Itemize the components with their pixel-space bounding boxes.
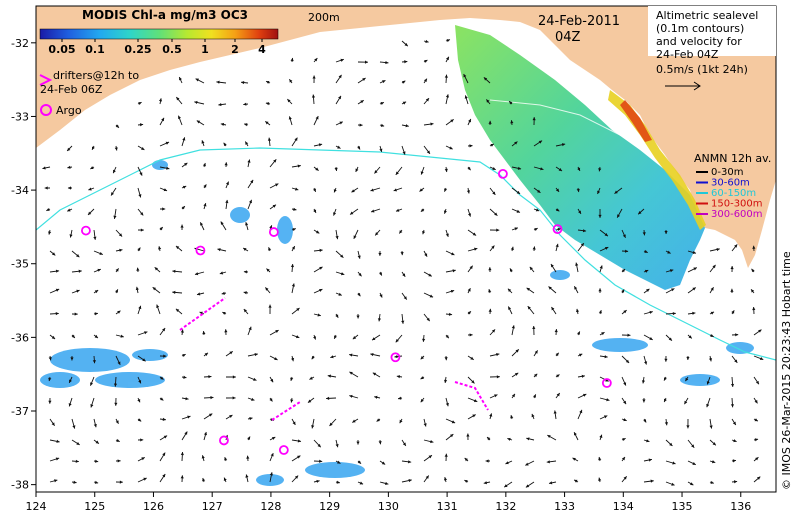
argo-floats: [81, 168, 612, 455]
x-tick-label: 131: [437, 500, 458, 513]
altimetry-line4: 24-Feb 04Z: [656, 48, 719, 61]
time-label: 04Z: [555, 30, 581, 45]
drifters-label-line2: 24-Feb 06Z: [40, 83, 103, 96]
anmn-title: ANMN 12h av.: [694, 152, 771, 165]
x-tick-label: 125: [84, 500, 105, 513]
x-tick-label: 135: [672, 500, 693, 513]
colorbar-ramp: [39, 28, 279, 40]
y-axis: -32 -33 -34 -35 -36 -37 -38: [11, 37, 36, 492]
scale-arrow-icon: [665, 81, 701, 91]
argo-float-marker: [601, 378, 612, 388]
drifter-track: [179, 297, 226, 331]
colorbar-tick-label: 2: [231, 43, 239, 56]
argo-marker-icon: [40, 104, 52, 116]
argo-float-marker: [81, 225, 91, 236]
anmn-depth-label: 0-30m: [711, 167, 743, 178]
chlorophyll-shelf: [455, 25, 705, 290]
x-tick-label: 136: [730, 500, 751, 513]
argo-float-marker: [219, 435, 229, 446]
y-tick-label: -33: [11, 110, 29, 123]
colorbar: MODIS Chl-a mg/m3 OC3 0.05 0.1 0.25 0.5 1 2 4: [39, 8, 279, 56]
argo-float-marker: [390, 352, 401, 363]
argo-float-marker: [498, 168, 508, 179]
x-tick-label: 134: [613, 500, 634, 513]
x-tick-label: 129: [319, 500, 340, 513]
x-tick-label: 130: [378, 500, 399, 513]
chlorophyll-coastal-high: [608, 90, 706, 230]
y-tick-label: -35: [11, 258, 29, 271]
credit-text: © IMOS 26-Mar-2015 20:23:43 Hobart time: [780, 251, 793, 490]
sealevel-contour: [489, 99, 631, 141]
x-tick-label: 127: [202, 500, 223, 513]
drifters-legend: drifters@12h to 24-Feb 06Z Argo: [39, 69, 139, 117]
anmn-depth-label: 60-150m: [711, 188, 756, 199]
argo-float-marker: [268, 227, 279, 237]
y-tick-label: -37: [11, 405, 29, 418]
argo-float-marker: [552, 224, 563, 235]
colorbar-tick-label: 4: [258, 43, 266, 56]
contour-depth-label: 200m: [308, 11, 340, 24]
date-label: 24-Feb-2011: [538, 14, 620, 29]
y-tick-label: -38: [11, 479, 29, 492]
anmn-depth-label: 300-600m: [711, 209, 763, 220]
anmn-depth-label: 30-60m: [711, 178, 750, 189]
altimetry-legend: Altimetric sealevel (0.1m contours) and …: [648, 6, 776, 91]
x-tick-label: 126: [143, 500, 164, 513]
colorbar-title: MODIS Chl-a mg/m3 OC3: [82, 8, 248, 22]
y-tick-label: -34: [11, 184, 29, 197]
altimetry-line2: (0.1m contours): [656, 22, 744, 35]
drifters-label-line1: drifters@12h to: [53, 69, 139, 82]
argo-float-marker: [278, 445, 289, 455]
drifter-track: [271, 401, 301, 421]
colorbar-tick-label: 0.5: [162, 43, 182, 56]
x-tick-label: 128: [260, 500, 281, 513]
colorbar-ticks: 0.05 0.1 0.25 0.5 1 2 4: [48, 39, 266, 56]
plot-frame: [35, 5, 777, 493]
x-tick-label: 133: [554, 500, 575, 513]
x-tick-label: 124: [26, 500, 47, 513]
anmn-legend: ANMN 12h av. 0-30m30-60m60-150m150-300m3…: [694, 152, 771, 220]
y-tick-label: -32: [11, 37, 29, 50]
x-axis: 124 125 126 127 128 129 130 131 132 133 134 135 136: [26, 492, 751, 513]
land-australia: [36, 6, 776, 268]
chlorophyll-coastal-peak: [620, 100, 652, 142]
x-tick-label: 132: [495, 500, 516, 513]
drifter-tracks: [179, 297, 489, 421]
scale-label: 0.5m/s (1kt 24h): [656, 63, 748, 76]
y-tick-label: -36: [11, 331, 29, 344]
colorbar-tick-label: 0.25: [124, 43, 151, 56]
bathymetry-200m-contour: [36, 147, 776, 361]
drifter-marker-icon: [39, 74, 53, 86]
colorbar-tick-label: 0.1: [85, 43, 105, 56]
colorbar-tick-label: 0.05: [48, 43, 75, 56]
velocity-arrows: [42, 39, 764, 488]
argo-label: Argo: [56, 104, 82, 117]
argo-float-marker: [195, 245, 206, 256]
altimetry-line3: and velocity for: [656, 35, 742, 48]
drifter-track: [454, 381, 489, 411]
anmn-depth-label: 150-300m: [711, 199, 763, 210]
colorbar-tick-label: 1: [201, 43, 209, 56]
altimetry-line1: Altimetric sealevel: [656, 9, 758, 22]
